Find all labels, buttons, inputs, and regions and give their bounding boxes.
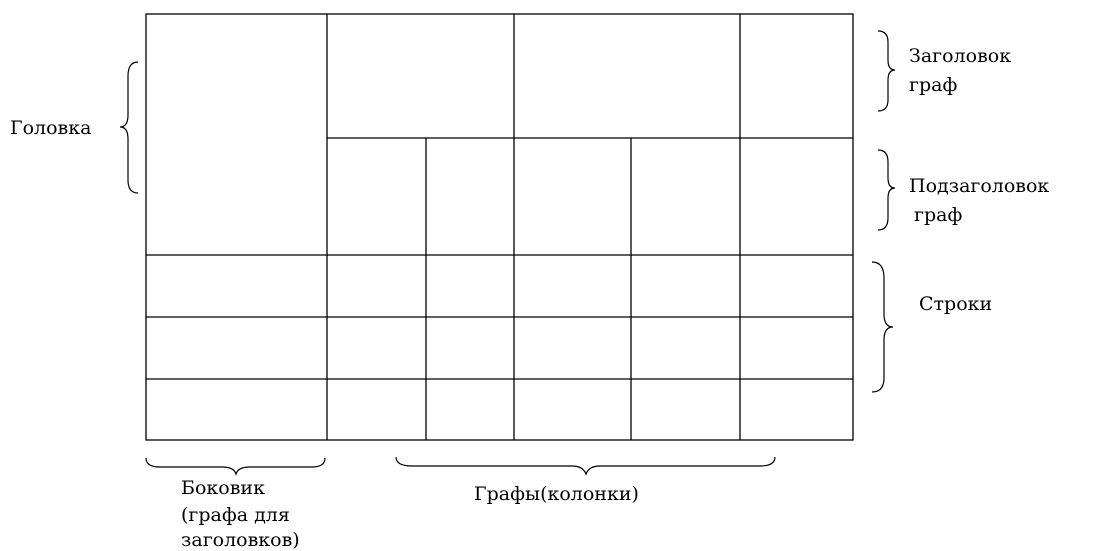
columns-label: Графы(колонки) (474, 483, 639, 505)
column-subheader-brace (877, 149, 896, 231)
head-brace (119, 61, 139, 194)
stub-brace (145, 457, 326, 477)
column-header-label-line2: граф (909, 74, 957, 96)
stub-label-line2: (графа для (181, 504, 290, 526)
stub-label-line1: Боковик (181, 477, 265, 499)
column-header-brace (877, 30, 896, 112)
column-header-label-line1: Заголовок (909, 45, 1011, 67)
stub-label-line3: заголовков) (181, 529, 300, 551)
column-subheader-label-line2: граф (914, 204, 962, 226)
columns-brace (395, 456, 776, 476)
column-subheader-label-line1: Подзаголовок (909, 175, 1049, 197)
table-outer-border (145, 13, 854, 441)
rows-brace (871, 261, 894, 393)
rows-label: Строки (919, 293, 992, 315)
head-label: Головка (10, 117, 91, 139)
